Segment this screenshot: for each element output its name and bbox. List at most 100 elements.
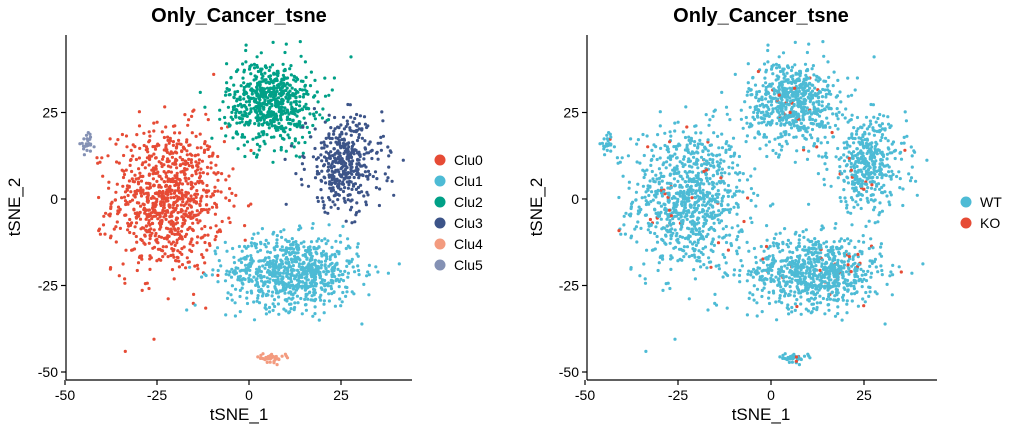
data-point bbox=[206, 210, 210, 214]
data-point bbox=[319, 188, 323, 192]
data-point bbox=[326, 168, 331, 172]
data-point bbox=[140, 238, 144, 243]
data-point bbox=[674, 147, 679, 151]
data-point bbox=[123, 281, 127, 285]
data-point bbox=[687, 157, 691, 161]
data-point bbox=[786, 81, 791, 85]
data-point bbox=[800, 274, 805, 278]
data-point bbox=[669, 214, 674, 218]
data-point bbox=[272, 135, 276, 139]
data-point bbox=[862, 277, 866, 281]
data-point bbox=[678, 174, 682, 178]
data-point bbox=[624, 211, 628, 215]
data-point bbox=[124, 202, 128, 207]
data-point bbox=[317, 172, 321, 176]
data-point bbox=[142, 131, 146, 135]
data-point bbox=[185, 308, 189, 312]
data-point bbox=[178, 236, 182, 240]
data-point bbox=[789, 126, 794, 130]
data-point bbox=[732, 273, 736, 277]
data-point bbox=[165, 188, 169, 192]
data-point bbox=[799, 312, 803, 316]
data-point bbox=[349, 129, 353, 133]
data-point bbox=[294, 154, 298, 158]
data-point bbox=[342, 127, 346, 131]
data-point bbox=[327, 156, 331, 160]
data-point bbox=[109, 206, 113, 211]
data-point bbox=[669, 134, 673, 138]
data-point bbox=[282, 69, 286, 73]
data-point bbox=[285, 268, 290, 272]
data-point bbox=[355, 172, 359, 176]
data-point bbox=[830, 265, 835, 269]
data-point bbox=[107, 186, 111, 190]
data-point bbox=[818, 301, 823, 305]
data-point bbox=[684, 212, 689, 216]
data-point bbox=[321, 200, 325, 204]
data-point bbox=[702, 263, 706, 267]
data-point bbox=[260, 289, 264, 293]
data-point bbox=[313, 146, 317, 151]
data-point bbox=[690, 196, 694, 200]
data-point bbox=[245, 301, 250, 306]
data-point bbox=[327, 152, 331, 156]
data-point bbox=[814, 264, 818, 268]
data-point bbox=[185, 256, 189, 260]
data-point bbox=[772, 279, 776, 283]
data-point bbox=[835, 288, 840, 292]
data-point bbox=[180, 149, 184, 154]
data-point bbox=[823, 280, 827, 284]
data-point bbox=[182, 204, 186, 208]
data-point bbox=[330, 154, 335, 158]
data-point bbox=[129, 222, 133, 226]
data-point bbox=[303, 303, 308, 307]
data-point bbox=[171, 206, 175, 210]
data-point bbox=[281, 253, 285, 257]
data-point bbox=[185, 138, 189, 142]
data-point bbox=[698, 186, 702, 190]
data-point bbox=[333, 252, 337, 256]
data-point bbox=[190, 249, 194, 254]
data-point bbox=[255, 277, 259, 281]
data-point bbox=[122, 169, 126, 173]
data-point bbox=[339, 123, 343, 127]
data-point bbox=[170, 268, 175, 272]
data-point bbox=[655, 177, 659, 181]
data-point bbox=[166, 170, 170, 174]
data-point bbox=[330, 261, 334, 265]
data-point bbox=[856, 304, 861, 308]
data-point bbox=[307, 130, 311, 135]
data-point bbox=[266, 115, 270, 119]
data-point bbox=[648, 179, 652, 183]
data-point bbox=[337, 179, 342, 183]
data-point bbox=[897, 265, 901, 269]
data-point bbox=[355, 138, 360, 143]
data-point bbox=[313, 288, 317, 292]
data-point bbox=[155, 197, 159, 201]
data-point bbox=[175, 166, 179, 170]
data-point bbox=[284, 96, 288, 100]
data-point bbox=[329, 150, 333, 154]
data-point bbox=[702, 197, 706, 201]
data-point bbox=[299, 79, 303, 83]
data-point bbox=[824, 267, 828, 271]
data-point bbox=[668, 163, 672, 167]
data-point bbox=[813, 106, 817, 111]
data-point bbox=[704, 176, 709, 180]
data-point bbox=[681, 248, 685, 252]
data-point bbox=[200, 275, 204, 279]
data-point bbox=[341, 115, 346, 119]
data-point bbox=[357, 162, 361, 166]
data-point bbox=[785, 71, 789, 75]
data-point bbox=[284, 257, 288, 261]
data-point bbox=[300, 135, 305, 139]
data-point bbox=[811, 246, 815, 250]
data-point bbox=[724, 261, 728, 265]
data-point bbox=[702, 182, 706, 186]
data-point bbox=[692, 180, 697, 184]
data-point bbox=[123, 199, 128, 203]
data-point bbox=[754, 261, 758, 265]
data-point bbox=[233, 301, 237, 305]
data-point bbox=[842, 260, 846, 264]
data-point bbox=[762, 133, 767, 137]
